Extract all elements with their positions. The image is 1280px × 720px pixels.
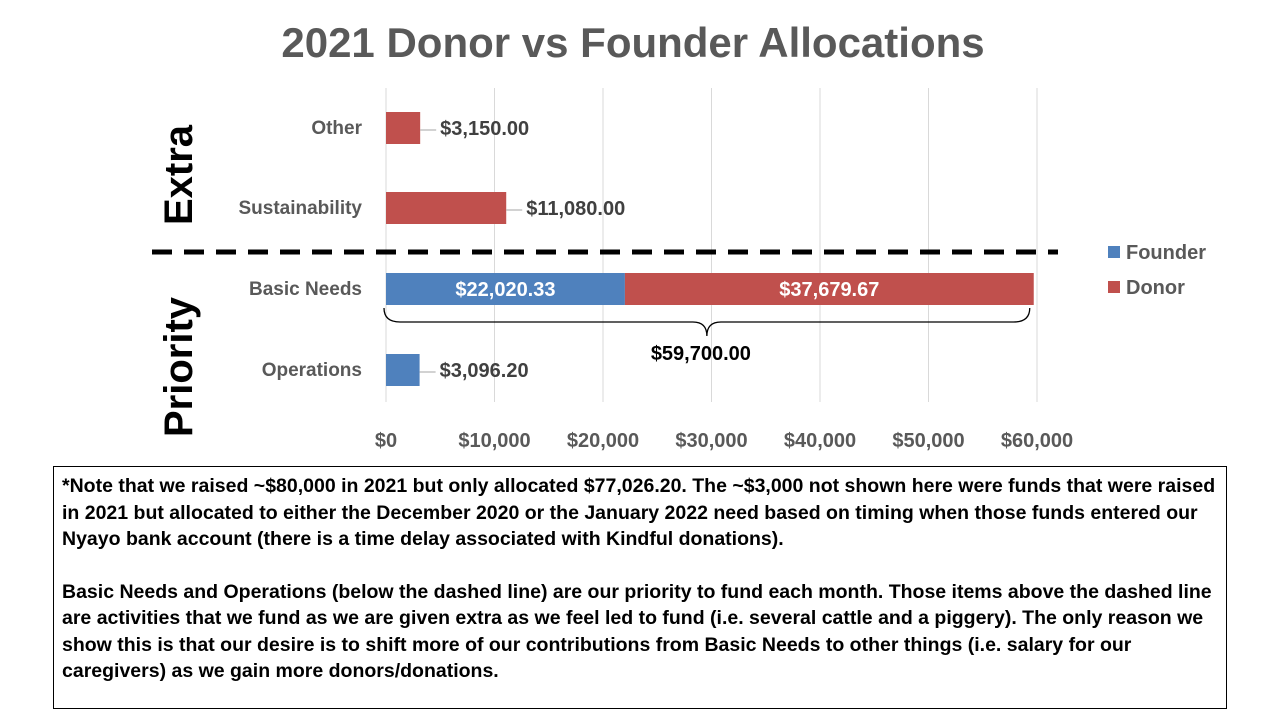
bar-founder [386, 273, 625, 305]
category-label: Sustainability [238, 198, 362, 219]
chart-title: 2021 Donor vs Founder Allocations [281, 19, 984, 66]
x-tick-label: $60,000 [1001, 430, 1073, 452]
x-tick-label: $30,000 [675, 430, 747, 452]
legend-label: Founder [1126, 242, 1206, 264]
data-label: $22,020.33 [455, 279, 555, 301]
bars [386, 112, 1034, 386]
bar-donor [386, 192, 507, 224]
note-paragraph-1: *Note that we raised ~$80,000 in 2021 bu… [62, 475, 1216, 550]
note-paragraph-2: Basic Needs and Operations (below the da… [62, 580, 1212, 683]
data-label: $3,150.00 [440, 118, 529, 140]
x-tick-label: $40,000 [784, 430, 856, 452]
legend: Founder Donor [1108, 242, 1206, 299]
category-label: Other [311, 118, 362, 139]
group-labels: Extra Priority [152, 124, 1058, 437]
data-label: $11,080.00 [526, 198, 625, 220]
bar-donor [386, 112, 421, 144]
x-tick-label: $0 [375, 430, 397, 452]
allocations-chart: 2021 Donor vs Founder Allocations $0 $10,… [152, 19, 1206, 452]
total-label: $59,700.00 [651, 343, 751, 365]
group-label: Extra [157, 124, 201, 225]
x-tick-label: $10,000 [458, 430, 530, 452]
bar-founder [386, 354, 420, 386]
category-label: Operations [262, 360, 362, 381]
note-box: *Note that we raised ~$80,000 in 2021 bu… [53, 466, 1227, 709]
labels: $0 $10,000 $20,000 $30,000 $40,000 $50,000 $60… [238, 118, 1073, 452]
legend-swatch-founder [1108, 246, 1120, 258]
legend-swatch-donor [1108, 281, 1120, 293]
gridlines [385, 88, 1038, 402]
total-brace [383, 307, 1031, 337]
bar-donor [624, 273, 1034, 305]
legend-label: Donor [1126, 277, 1185, 299]
group-label: Priority [157, 296, 201, 437]
category-label: Basic Needs [249, 279, 362, 300]
data-label: $37,679.67 [779, 279, 879, 301]
data-label: $3,096.20 [440, 360, 529, 382]
x-tick-label: $20,000 [567, 430, 639, 452]
x-tick-label: $50,000 [892, 430, 964, 452]
